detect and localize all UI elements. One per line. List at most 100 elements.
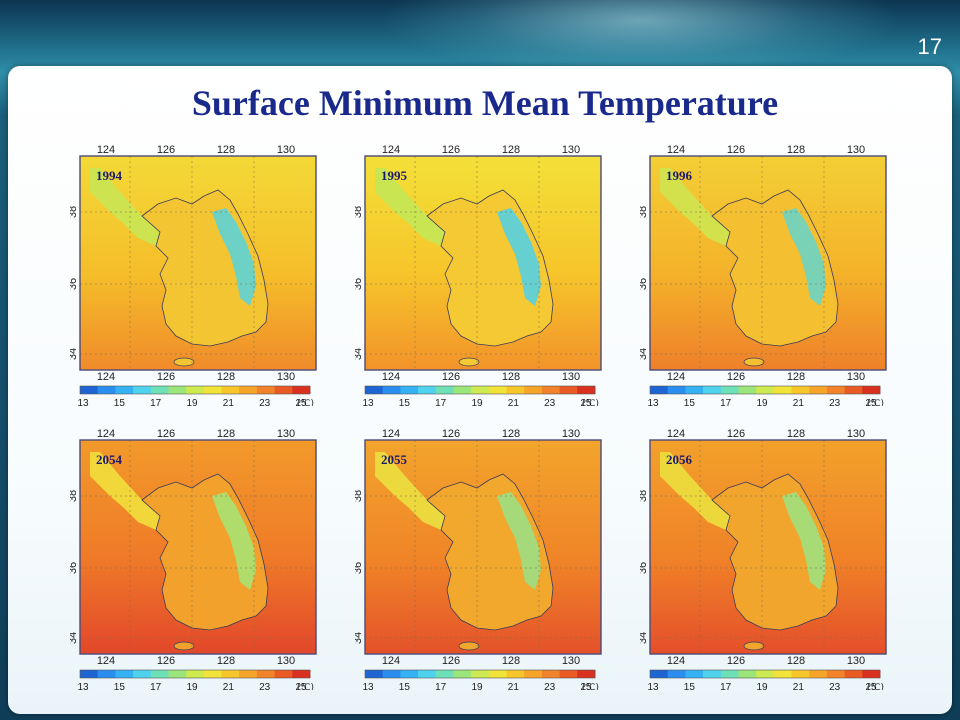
colorbar-tick-label: 19 [186,398,198,406]
colorbar-swatch [133,386,152,394]
colorbar-swatch [115,386,134,394]
colorbar-swatch [292,386,311,394]
map-frame [649,439,887,655]
latitude-tick-label: 34 [317,348,318,360]
colorbar-tick-label: 21 [223,398,235,406]
latitude-tick-label: 34 [887,632,888,644]
latitude-tick-label: 38 [640,490,649,502]
latitude-tick-label: 38 [317,206,318,218]
latitude-tick-label: 34 [355,632,364,644]
colorbar-swatch [488,386,507,394]
longitude-tick-label: 126 [727,371,745,383]
year-label: 2054 [96,452,123,467]
map-panel-2055: 124 124 126 126 128 128 130 130 38 38 36 36 34 34 2055… [355,428,603,690]
colorbar-swatch [650,670,669,678]
colorbar: 13 15 17 19 21 23 25(℃) [77,385,314,406]
longitude-tick-label: 126 [157,428,175,440]
colorbar-swatch [292,670,311,678]
colorbar-swatch [756,670,775,678]
colorbar-swatch [756,386,775,394]
temperature-field [365,440,601,654]
longitude-tick-label: 126 [442,655,460,667]
colorbar-tick-label: 19 [756,682,768,690]
map-grid [650,440,886,654]
colorbar-tick-label: 19 [471,398,483,406]
colorbar-swatch [471,670,490,678]
colorbar-swatch [667,670,686,678]
colorbar-tick-label: 17 [435,682,447,690]
latitude-tick-label: 36 [602,562,603,574]
colorbar-swatch [97,386,116,394]
colorbar-swatch [488,670,507,678]
longitude-tick-label: 124 [382,428,400,440]
longitude-tick-label: 130 [277,428,295,440]
colorbar-tick-label: 17 [435,398,447,406]
colorbar-swatch [862,670,881,678]
colorbar-swatch [524,670,543,678]
colorbar-unit: (℃) [297,399,314,406]
map-frame [79,155,317,371]
colorbar-tick-label: 17 [720,398,732,406]
page-title: Surface Minimum Mean Temperature [191,83,779,123]
longitude-tick-label: 126 [442,428,460,440]
colorbar-swatch [703,386,722,394]
temperature-field [80,156,316,370]
colorbar: 13 15 17 19 21 23 25(℃) [362,669,599,690]
colorbar-swatch [738,670,757,678]
longitude-tick-label: 130 [847,144,865,156]
colorbar-swatch [685,670,704,678]
colorbar-swatch [115,670,134,678]
colorbar-unit: (℃) [582,683,599,690]
colorbar-swatch [453,386,472,394]
longitude-tick-label: 130 [562,655,580,667]
longitude-tick-label: 130 [562,371,580,383]
colorbar-swatch [826,386,846,394]
colorbar-tick-label: 25 [295,682,307,690]
year-label: 1996 [666,168,693,183]
colorbar-tick-label: 21 [223,682,235,690]
map-frame [79,439,317,655]
colorbar-swatch [168,670,187,678]
colorbar-swatch [365,386,384,394]
colorbar-swatch [791,386,810,394]
longitude-tick-label: 124 [382,655,400,667]
longitude-tick-label: 128 [502,371,520,383]
colorbar-tick-label: 13 [77,398,89,406]
colorbar-tick-label: 17 [150,682,162,690]
longitude-tick-label: 126 [157,371,175,383]
longitude-tick-label: 128 [502,655,520,667]
colorbar-swatch [844,386,863,394]
colorbar-swatch [365,670,384,678]
longitude-tick-label: 130 [847,655,865,667]
colorbar-swatch [703,670,722,678]
latitude-tick-label: 34 [317,632,318,644]
colorbar-swatch [186,386,205,394]
colorbar-swatch [221,386,240,394]
colorbar-swatch [168,386,187,394]
colorbar-swatch [256,670,276,678]
longitude-tick-label: 126 [727,144,745,156]
map-grid [365,156,601,370]
colorbar-swatch [274,670,293,678]
map-grid [365,440,601,654]
colorbar-swatch [150,386,169,394]
colorbar-swatch [524,386,543,394]
colorbar-swatch [418,670,437,678]
colorbar-tick-label: 21 [793,682,805,690]
map-grid [80,440,316,654]
latitude-tick-label: 34 [887,348,888,360]
colorbar-tick-label: 15 [114,682,126,690]
colorbar-tick-label: 13 [77,682,89,690]
colorbar-swatch [80,670,99,678]
colorbar-tick-label: 25 [865,398,877,406]
colorbar-swatch [506,670,525,678]
longitude-tick-label: 124 [382,144,400,156]
colorbar: 13 15 17 19 21 23 25(℃) [77,669,314,690]
latitude-tick-label: 36 [317,278,318,290]
map-frame [364,439,602,655]
colorbar-swatch [506,386,525,394]
colorbar-tick-label: 25 [295,398,307,406]
colorbar-tick-label: 17 [150,398,162,406]
colorbar-swatch [809,670,828,678]
colorbar-tick-label: 23 [259,682,271,690]
